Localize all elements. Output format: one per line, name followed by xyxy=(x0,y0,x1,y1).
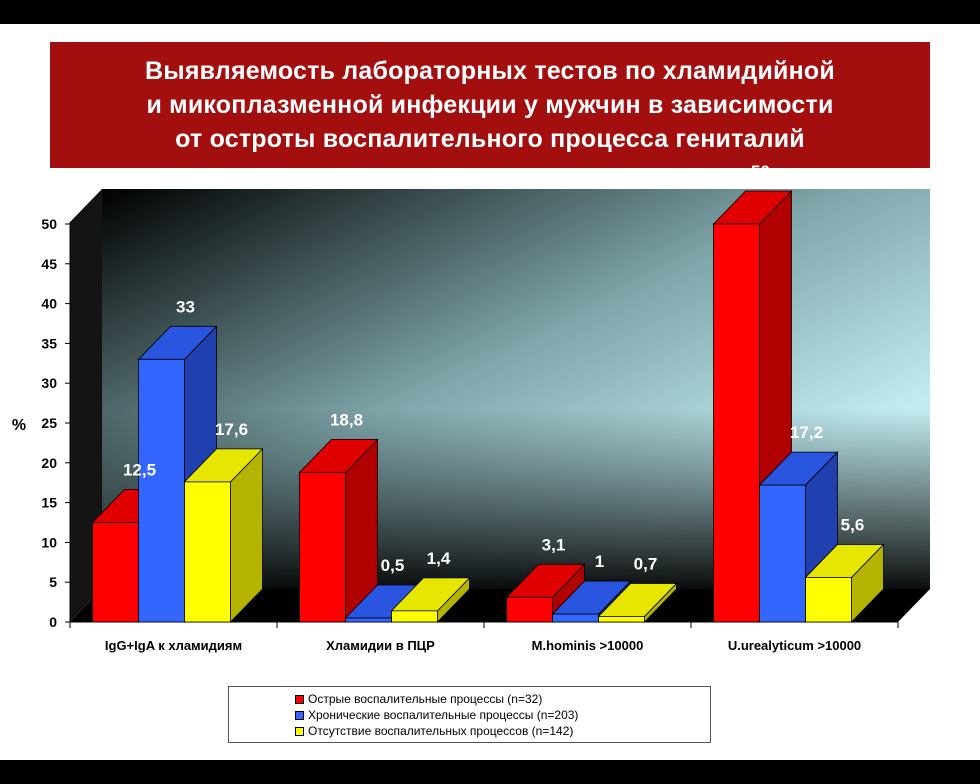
data-label: 17,6 xyxy=(215,420,248,439)
y-tick-label: 20 xyxy=(41,455,57,471)
data-label: 18,8 xyxy=(330,410,363,429)
y-tick-label: 15 xyxy=(41,495,57,511)
y-tick-label: 30 xyxy=(41,375,57,391)
data-label: 50 xyxy=(751,162,770,181)
bar-chart: 0 5 10 15 20 25 30 35 40 45 50% IgG+IgA к хламидиям… xyxy=(12,162,930,653)
bar xyxy=(299,471,346,623)
legend-swatch-blue xyxy=(295,710,304,720)
data-label: 5,6 xyxy=(841,515,865,534)
bar xyxy=(92,522,139,623)
bar xyxy=(805,577,852,623)
y-tick-label: 25 xyxy=(41,415,57,431)
legend-swatch-red xyxy=(295,694,304,704)
y-tick-label: 0 xyxy=(49,614,57,630)
legend-item-acute: Острые воспалительные процессы (n=32) xyxy=(295,691,710,707)
title-banner: Выявляемость лабораторных тестов по хлам… xyxy=(50,42,930,168)
legend-label-none: Отсутствие воспалительных процессов (n=1… xyxy=(308,724,574,738)
bar xyxy=(759,484,806,623)
x-tick-label: M.hominis >10000 xyxy=(532,638,644,653)
y-tick-label: 10 xyxy=(41,534,57,550)
y-tick-label: 40 xyxy=(41,296,57,312)
legend-label-acute: Острые воспалительные процессы (n=32) xyxy=(308,692,543,706)
data-label: 3,1 xyxy=(542,535,566,554)
bar xyxy=(552,613,599,623)
data-label: 0,5 xyxy=(381,556,405,575)
bar xyxy=(713,223,760,623)
legend-item-none: Отсутствие воспалительных процессов (n=1… xyxy=(295,723,710,739)
bar xyxy=(184,481,231,623)
y-tick-label: 5 xyxy=(49,574,57,590)
bar xyxy=(391,610,438,623)
x-tick-label: Хламидии в ПЦР xyxy=(326,638,435,653)
slide: Выявляемость лабораторных тестов по хлам… xyxy=(0,24,980,760)
bar xyxy=(138,358,185,623)
data-label: 17,2 xyxy=(790,423,823,442)
bar xyxy=(506,596,553,623)
y-tick-label: 35 xyxy=(41,335,57,351)
data-label: 1,4 xyxy=(427,549,451,568)
data-label: 0,7 xyxy=(634,554,658,573)
side-wall xyxy=(70,189,102,622)
x-tick-label: U.urealyticum >10000 xyxy=(728,638,861,653)
legend-item-chronic: Хронические воспалительные процессы (n=2… xyxy=(295,707,710,723)
legend-swatch-yellow xyxy=(295,726,304,736)
chart-legend: Острые воспалительные процессы (n=32) Хр… xyxy=(228,686,711,743)
y-tick-label: 45 xyxy=(41,256,57,272)
bar xyxy=(345,617,392,623)
x-tick-label: IgG+IgA к хламидиям xyxy=(105,638,242,653)
y-tick-label: 50 xyxy=(41,216,57,232)
data-label: 1 xyxy=(595,552,604,571)
bar xyxy=(598,616,645,623)
data-label: 12,5 xyxy=(123,461,156,480)
legend-label-chronic: Хронические воспалительные процессы (n=2… xyxy=(308,708,579,722)
chart-title: Выявляемость лабораторных тестов по хлам… xyxy=(145,57,835,153)
data-label: 33 xyxy=(176,297,195,316)
y-axis-label: % xyxy=(12,417,26,434)
